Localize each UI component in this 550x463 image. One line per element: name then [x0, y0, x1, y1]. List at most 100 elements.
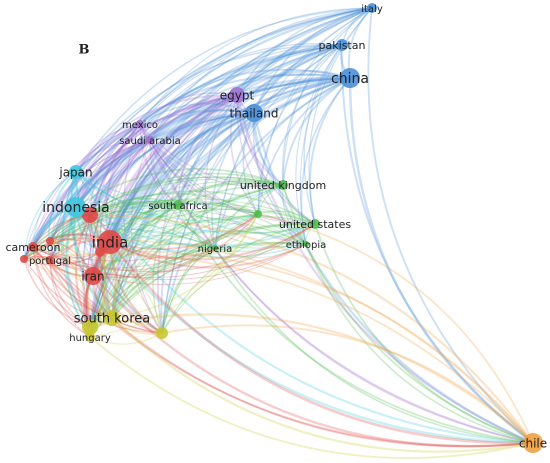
edge: [161, 77, 351, 334]
edge: [23, 258, 91, 328]
edge: [49, 259, 91, 328]
node: [156, 327, 168, 339]
node: [82, 319, 98, 335]
node: [146, 136, 154, 144]
edge: [75, 171, 316, 235]
edge: [139, 43, 343, 125]
edge: [32, 176, 284, 248]
edge: [149, 139, 307, 245]
edge: [89, 94, 238, 328]
edge: [253, 44, 343, 114]
edge: [161, 44, 343, 334]
node-label: italy: [361, 4, 383, 15]
edge: [204, 94, 238, 249]
edge: [235, 94, 534, 445]
edge: [89, 213, 259, 338]
edge: [99, 221, 307, 253]
edge: [149, 73, 351, 141]
edge: [89, 210, 216, 249]
edge: [88, 112, 255, 328]
nodes: [20, 3, 543, 453]
edge: [110, 112, 255, 319]
edge: [177, 204, 316, 234]
node: [229, 87, 245, 103]
edge: [89, 123, 141, 216]
edge: [139, 102, 255, 125]
edge: [161, 184, 284, 334]
edge: [23, 7, 373, 260]
edge: [23, 94, 238, 260]
edge: [108, 111, 255, 243]
node-label: hungary: [69, 333, 111, 344]
edge: [99, 208, 316, 253]
edge: [49, 240, 91, 328]
edge: [92, 230, 307, 277]
node-label: south korea: [74, 312, 150, 327]
edge: [348, 77, 534, 445]
node: [336, 39, 348, 51]
node-label: japan: [58, 166, 92, 180]
edge: [149, 139, 216, 249]
edge: [89, 197, 179, 216]
edge: [253, 112, 316, 225]
edge: [123, 123, 163, 334]
edge: [111, 213, 259, 319]
edge: [85, 139, 151, 338]
edge: [89, 139, 151, 216]
edge: [81, 123, 141, 338]
node: [46, 237, 54, 245]
edge: [236, 44, 343, 96]
node: [84, 267, 102, 285]
edge: [99, 94, 238, 253]
edge: [89, 172, 284, 216]
edge: [214, 44, 343, 249]
edge: [49, 94, 238, 261]
edge: [92, 275, 163, 334]
edge: [177, 204, 534, 444]
edge: [214, 247, 534, 444]
node: [85, 332, 95, 342]
edge: [86, 139, 151, 328]
edge: [49, 210, 307, 245]
edge: [89, 204, 179, 328]
edge: [110, 76, 351, 319]
edge: [214, 77, 351, 249]
edge: [177, 77, 351, 206]
edge: [48, 171, 77, 242]
edge: [99, 44, 343, 253]
edge: [257, 7, 373, 215]
edge: [32, 201, 179, 248]
edge: [75, 94, 238, 173]
node-label: united states: [279, 218, 351, 231]
edge: [89, 44, 343, 328]
edge: [75, 139, 151, 208]
edge: [49, 77, 351, 261]
edge: [49, 201, 179, 242]
edge: [177, 179, 284, 206]
edge: [177, 204, 216, 249]
edge: [89, 184, 284, 338]
edge: [91, 139, 151, 277]
node: [173, 200, 183, 210]
edge: [109, 181, 284, 243]
edge: [89, 336, 534, 459]
edge: [236, 7, 373, 96]
node-label: thailand: [230, 107, 279, 121]
edge: [105, 123, 141, 243]
edge: [75, 206, 316, 247]
node-label: chile: [519, 437, 547, 451]
edge: [257, 213, 307, 245]
edge: [236, 94, 316, 225]
edge: [66, 206, 91, 328]
edge: [177, 204, 259, 221]
edge: [32, 77, 351, 248]
edge: [340, 44, 534, 444]
edge: [252, 112, 307, 245]
panel-label: B: [79, 43, 90, 58]
labels: italy pakistan china egypt thailand mexico sau…: [6, 4, 548, 451]
edge: [75, 206, 163, 334]
edge: [161, 7, 373, 334]
edge: [99, 123, 141, 319]
edge: [92, 275, 534, 448]
node-label: china: [331, 71, 369, 87]
